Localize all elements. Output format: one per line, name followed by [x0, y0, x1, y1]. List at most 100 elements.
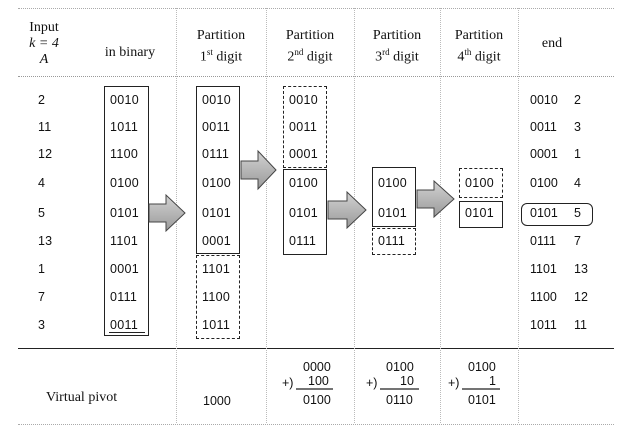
partition1-dashed-box	[196, 255, 240, 339]
header-p3-ord: 3	[375, 49, 383, 65]
header-input-line1: Input	[29, 20, 59, 35]
partition3-solid-box	[372, 167, 416, 227]
pivot-p4-top: 0100	[468, 360, 496, 374]
partition2-value: 0101	[289, 206, 319, 220]
arrow-icon	[240, 149, 277, 191]
input-value: 7	[38, 290, 46, 304]
header-p1-tail: digit	[212, 49, 243, 65]
header-end-label: end	[541, 36, 563, 51]
end-decimal: 5	[574, 206, 581, 220]
partition3-value: 0111	[378, 234, 406, 248]
header-p4-sup: th	[464, 47, 472, 57]
partition2-value: 0100	[289, 176, 319, 190]
top-rule	[18, 8, 614, 9]
arrow-icon	[416, 179, 455, 219]
header-input-array: A	[39, 52, 49, 67]
pivot-p4-res: 0101	[468, 393, 496, 407]
input-value: 4	[38, 176, 46, 190]
header-p1-sup: st	[206, 47, 213, 57]
partition2-value: 0010	[289, 93, 319, 107]
end-decimal: 11	[574, 318, 587, 332]
end-decimal: 3	[574, 120, 581, 134]
partition2-value: 0011	[289, 120, 318, 134]
header-p3-sup: rd	[382, 47, 390, 57]
header-p1-line2: 1st digit	[182, 44, 260, 66]
header-p4-line1: Partition	[454, 28, 504, 43]
partition2-dashed-box	[283, 86, 327, 168]
input-value: 1	[38, 262, 46, 276]
partition2-value: 0111	[289, 234, 317, 248]
end-decimal: 7	[574, 234, 581, 248]
partition1-value: 0011	[202, 120, 231, 134]
end-decimal: 4	[574, 176, 581, 190]
header-p1-line1: Partition	[196, 28, 246, 43]
result-highlight-box	[521, 203, 593, 226]
end-binary: 1100	[530, 290, 557, 304]
header-partition-4: Partition 4th digit	[442, 28, 516, 66]
underline-mark	[109, 332, 145, 333]
partition1-value: 0010	[202, 93, 232, 107]
header-partition-3: Partition 3rd digit	[356, 28, 438, 66]
binary-value: 1101	[110, 234, 139, 248]
header-input: Input k = 4 A	[22, 20, 66, 68]
partition1-value: 0111	[202, 147, 230, 161]
binary-value: 0111	[110, 290, 138, 304]
pivot-p4-plus: +)	[448, 376, 460, 390]
partition4-value: 0100	[465, 176, 495, 190]
end-binary: 0100	[530, 176, 558, 190]
header-rule	[18, 76, 614, 77]
input-value: 3	[38, 318, 46, 332]
end-decimal: 1	[574, 147, 581, 161]
end-binary: 0010	[530, 93, 558, 107]
partition1-value: 1101	[202, 262, 231, 276]
partition1-value: 0001	[202, 234, 232, 248]
pivot-p3-plus: +)	[366, 376, 378, 390]
header-p4-tail: digit	[471, 49, 501, 65]
header-binary: in binary	[90, 45, 170, 61]
header-p2-sup: nd	[294, 47, 304, 57]
binary-value: 1011	[110, 120, 139, 134]
column-separator	[266, 8, 267, 423]
virtual-pivot-label: Virtual pivot	[46, 390, 118, 405]
header-p3-line2: 3rd digit	[356, 44, 438, 66]
partition2-value: 0001	[289, 147, 319, 161]
column-separator	[518, 8, 519, 423]
header-p1-ord: 1	[199, 49, 207, 65]
header-p3-tail: digit	[389, 49, 419, 65]
partition3-value: 0101	[378, 206, 408, 220]
pivot-p3-add: 10	[400, 374, 414, 388]
binary-value: 0011	[110, 318, 139, 332]
partition3-value: 0100	[378, 176, 408, 190]
header-input-k: k = 4	[29, 36, 59, 51]
binary-value: 1100	[110, 147, 139, 161]
end-binary: 0001	[530, 147, 558, 161]
partition1-solid-box	[196, 86, 240, 254]
partition1-value: 0100	[202, 176, 232, 190]
pivot-p2-add: 100	[308, 374, 329, 388]
input-value: 13	[38, 234, 53, 248]
pivot-p2-plus: +)	[282, 376, 294, 390]
partition3-dashed-box	[372, 228, 416, 255]
header-p4-line2: 4th digit	[442, 44, 516, 66]
header-p2-line2: 2nd digit	[268, 44, 352, 66]
input-value: 2	[38, 93, 46, 107]
column-separator	[440, 8, 441, 423]
end-binary: 1011	[530, 318, 557, 332]
end-decimal: 12	[574, 290, 588, 304]
header-p4-ord: 4	[457, 49, 465, 65]
header-partition-1: Partition 1st digit	[182, 28, 260, 66]
end-binary: 0101	[530, 206, 558, 220]
partition4-solid-box	[459, 201, 503, 228]
end-decimal: 2	[574, 93, 581, 107]
partition4-value: 0101	[465, 206, 495, 220]
pivot-p2-top: 0000	[303, 360, 331, 374]
end-decimal: 13	[574, 262, 588, 276]
header-p2-ord: 2	[287, 49, 295, 65]
partition1-value: 1011	[202, 318, 231, 332]
input-value: 11	[38, 120, 52, 134]
partition4-dashed-box	[459, 168, 503, 198]
end-binary: 0111	[530, 234, 556, 248]
input-value: 12	[38, 147, 53, 161]
binary-value: 0001	[110, 262, 140, 276]
